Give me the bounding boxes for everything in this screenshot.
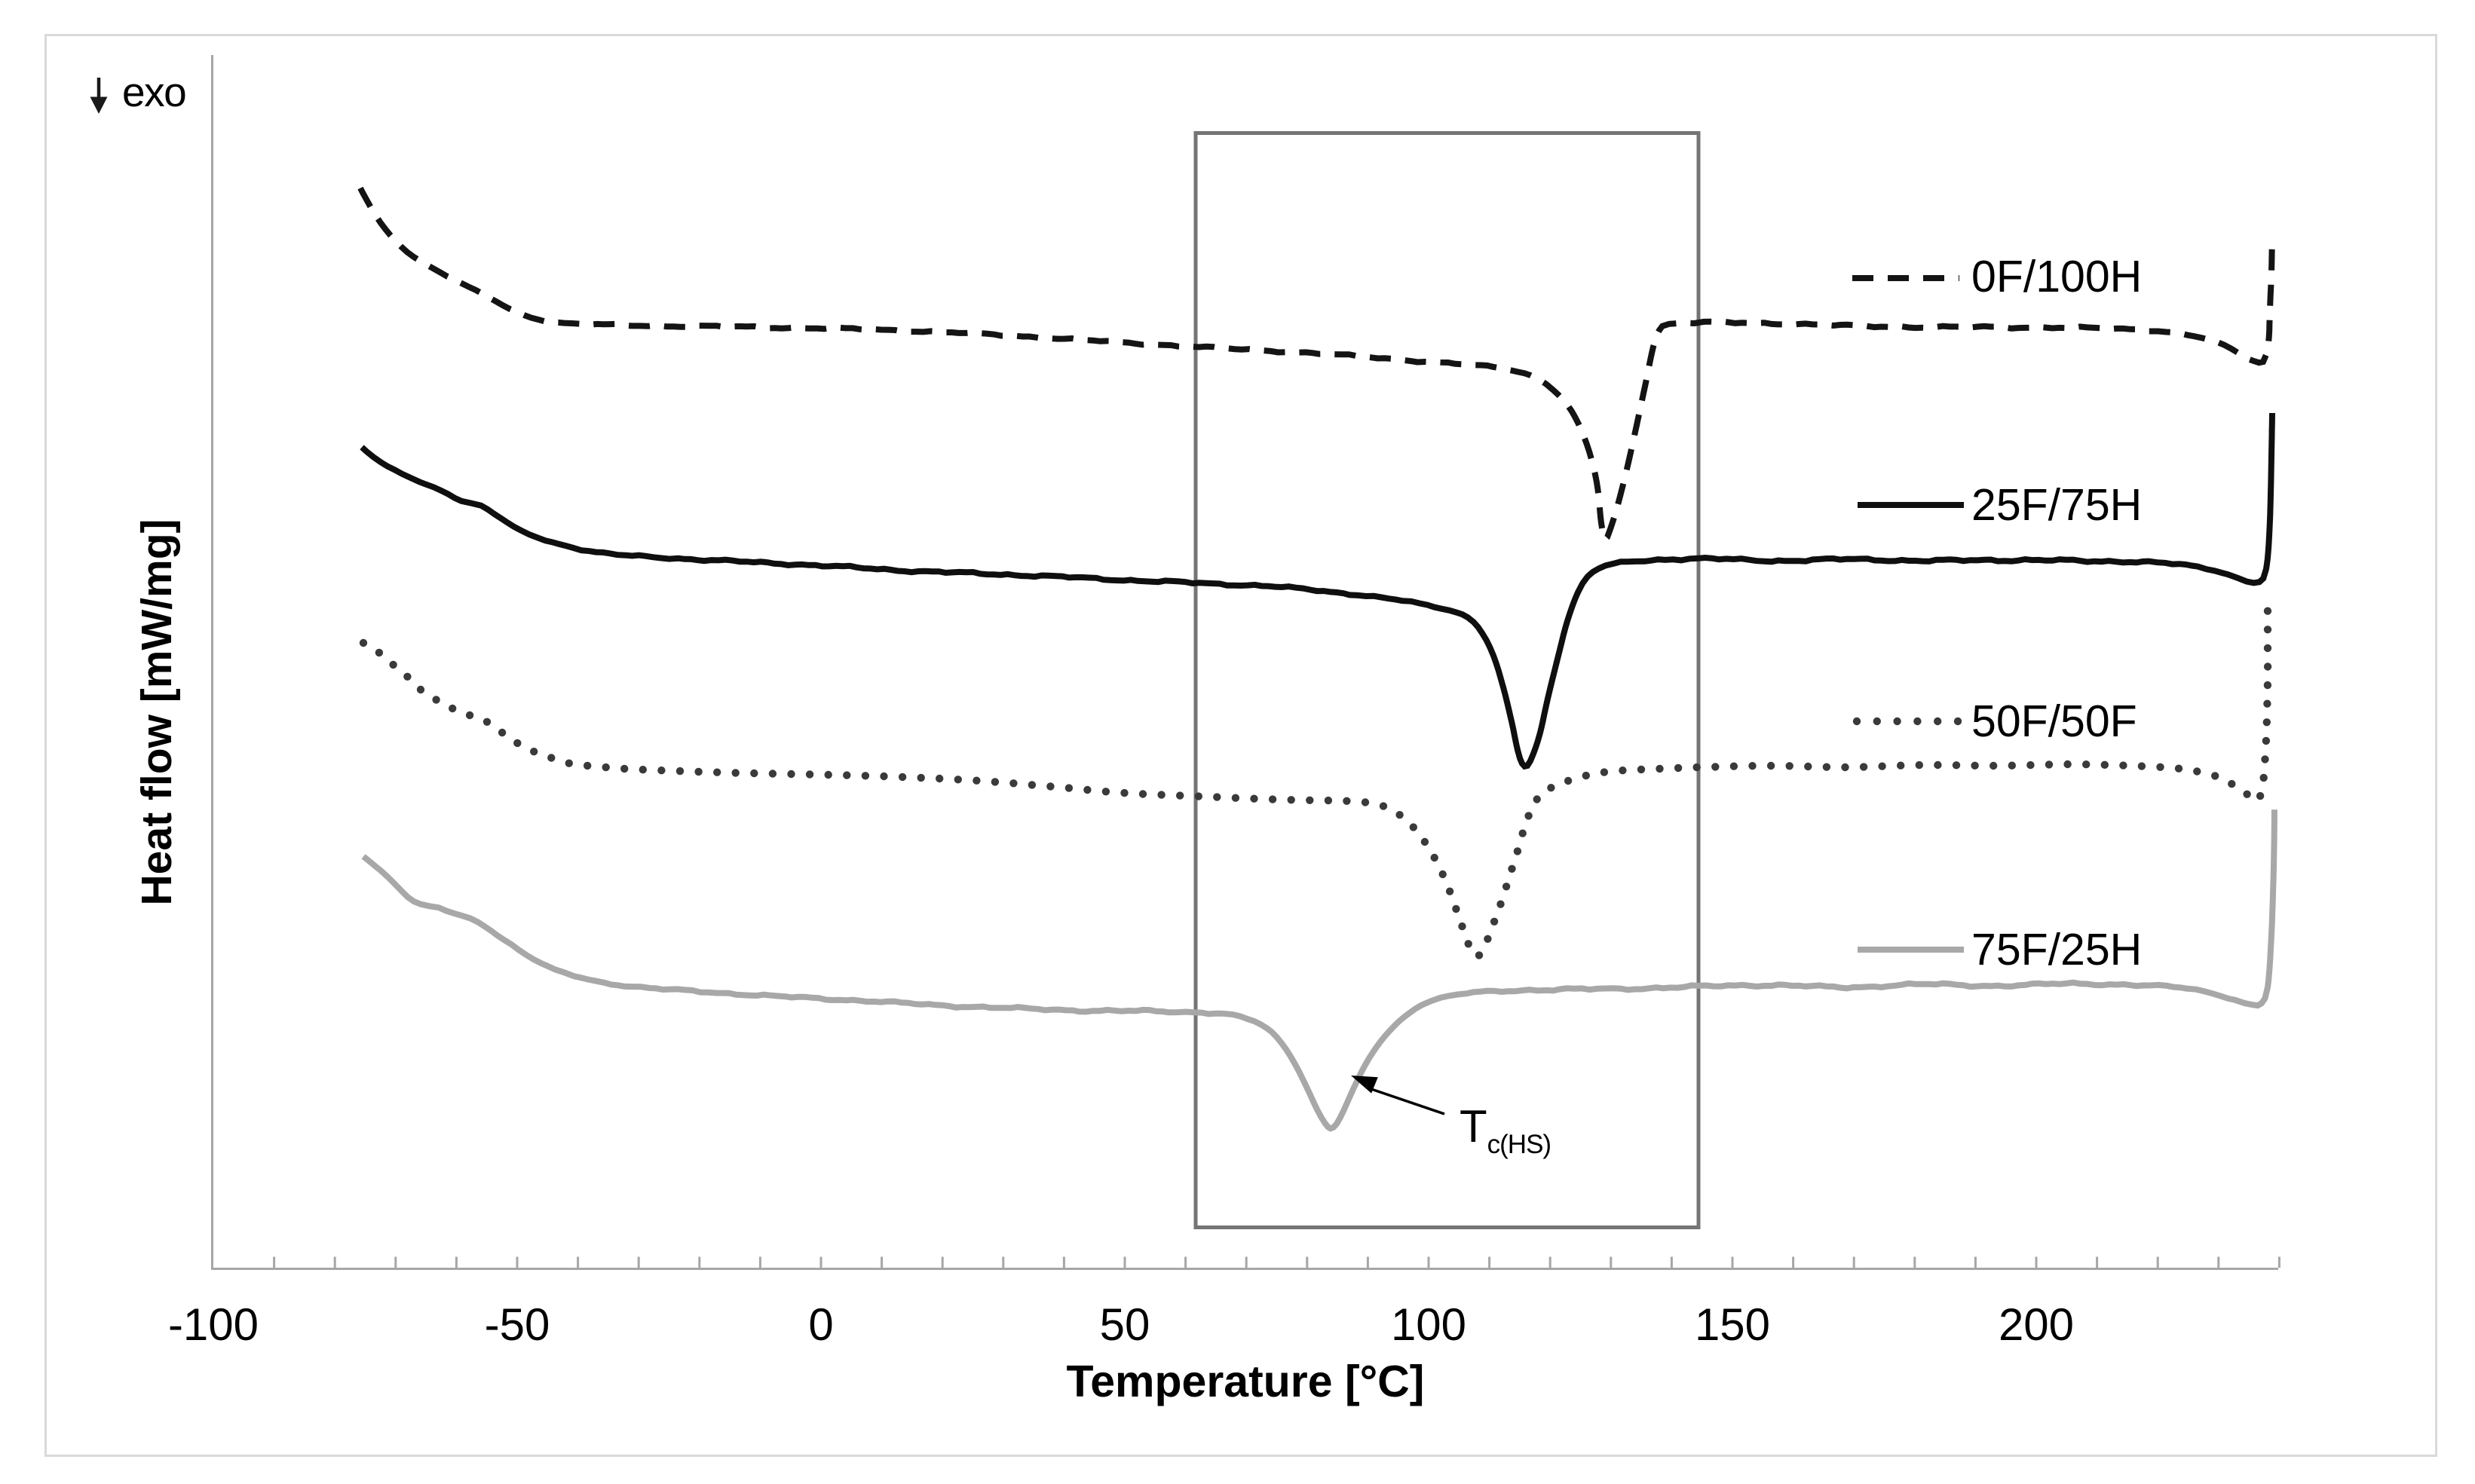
svg-text:0: 0 (808, 1299, 833, 1350)
svg-text:Heat flow [mW/mg]: Heat flow [mW/mg] (133, 519, 181, 906)
svg-text:25F/75H: 25F/75H (1971, 480, 2142, 530)
svg-text:50F/50F: 50F/50F (1971, 696, 2137, 746)
svg-text:0F/100H: 0F/100H (1971, 252, 2142, 301)
svg-text:exo: exo (122, 69, 185, 115)
svg-text:200: 200 (1999, 1299, 2074, 1350)
svg-text:Temperature [°C]: Temperature [°C] (1067, 1357, 1425, 1406)
svg-text:-100: -100 (168, 1299, 259, 1350)
svg-text:-50: -50 (485, 1299, 550, 1350)
svg-text:50: 50 (1100, 1299, 1150, 1350)
svg-text:100: 100 (1391, 1299, 1466, 1350)
svg-text:150: 150 (1695, 1299, 1770, 1350)
svg-text:75F/25H: 75F/25H (1971, 925, 2142, 975)
